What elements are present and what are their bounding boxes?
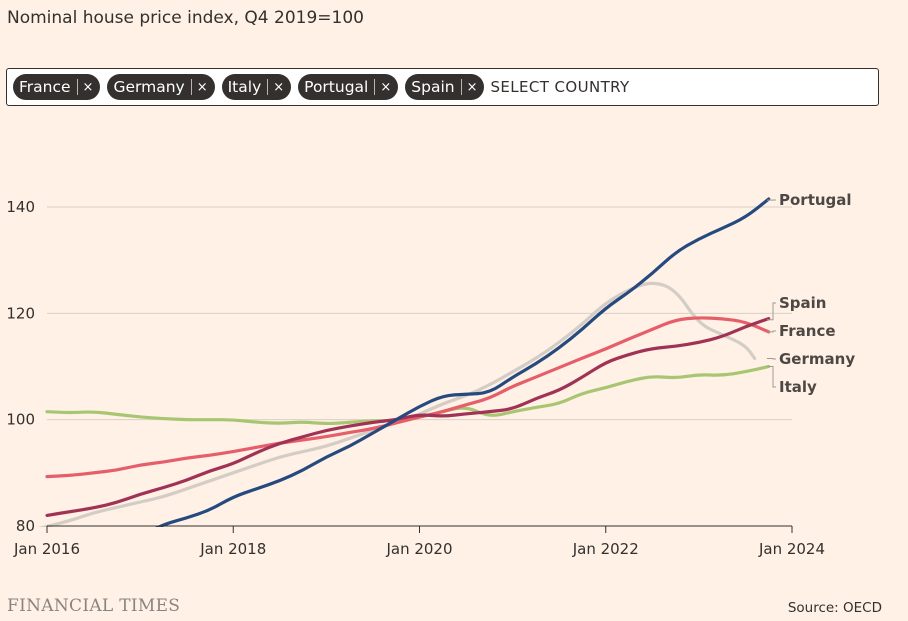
end-label-leader bbox=[767, 366, 776, 388]
end-label-leader bbox=[767, 358, 776, 360]
source-note: Source: OECD bbox=[787, 600, 882, 616]
close-icon[interactable]: × bbox=[466, 79, 478, 95]
chip-label: France bbox=[19, 78, 71, 96]
chip-spain[interactable]: Spain × bbox=[405, 74, 485, 100]
x-tick-label: Jan 2018 bbox=[199, 540, 266, 558]
chip-label: Italy bbox=[227, 78, 262, 96]
close-icon[interactable]: × bbox=[196, 79, 208, 95]
y-tick-label: 100 bbox=[6, 411, 35, 429]
close-icon[interactable]: × bbox=[380, 79, 392, 95]
x-tick-label: Jan 2022 bbox=[572, 540, 639, 558]
x-tick-label: Jan 2024 bbox=[758, 540, 825, 558]
y-tick-label: 80 bbox=[16, 517, 35, 535]
country-selector[interactable]: France × Germany × Italy × Portugal × Sp… bbox=[6, 68, 879, 106]
end-label-italy: Italy bbox=[779, 378, 817, 396]
chip-divider bbox=[374, 79, 376, 95]
chip-france[interactable]: France × bbox=[13, 74, 101, 100]
chip-label: Germany bbox=[113, 78, 185, 96]
chip-divider bbox=[460, 79, 462, 95]
select-country-input[interactable]: SELECT COUNTRY bbox=[490, 78, 630, 96]
x-tick-label: Jan 2016 bbox=[13, 540, 80, 558]
chip-portugal[interactable]: Portugal × bbox=[298, 74, 399, 100]
chart-title: Nominal house price index, Q4 2019=100 bbox=[7, 8, 364, 28]
close-icon[interactable]: × bbox=[273, 79, 285, 95]
end-label-spain: Spain bbox=[779, 294, 826, 312]
end-label-france: France bbox=[779, 322, 836, 340]
y-tick-label: 120 bbox=[6, 304, 35, 322]
series-line-portugal bbox=[155, 197, 771, 527]
close-icon[interactable]: × bbox=[82, 79, 94, 95]
ft-logo: FINANCIAL TIMES bbox=[7, 596, 181, 616]
end-label-leader bbox=[767, 302, 776, 321]
end-label-leader bbox=[767, 330, 776, 333]
chip-divider bbox=[267, 79, 269, 95]
y-tick-label: 140 bbox=[6, 198, 35, 216]
end-label-portugal: Portugal bbox=[779, 191, 852, 209]
series-line-italy bbox=[45, 364, 771, 426]
x-tick-label: Jan 2020 bbox=[385, 540, 452, 558]
chip-italy[interactable]: Italy × bbox=[221, 74, 292, 100]
chip-label: Portugal bbox=[304, 78, 369, 96]
chip-germany[interactable]: Germany × bbox=[107, 74, 215, 100]
chip-label: Spain bbox=[411, 78, 455, 96]
series-line-france bbox=[45, 316, 771, 479]
end-label-germany: Germany bbox=[779, 350, 855, 368]
chip-divider bbox=[76, 79, 78, 95]
chip-divider bbox=[190, 79, 192, 95]
